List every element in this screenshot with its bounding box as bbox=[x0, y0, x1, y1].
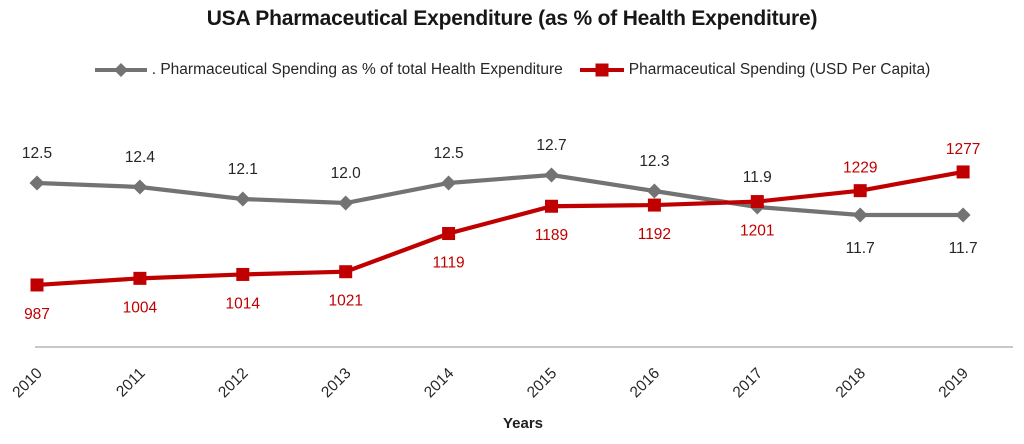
diamond-marker bbox=[235, 191, 251, 207]
legend-item-usd: Pharmaceutical Spending (USD Per Capita) bbox=[579, 61, 931, 79]
legend-label-percent: . Pharmaceutical Spending as % of total … bbox=[151, 61, 563, 78]
x-axis-tick-label: 2014 bbox=[421, 365, 458, 402]
diamond-marker bbox=[646, 183, 662, 199]
data-label: 12.4 bbox=[125, 149, 156, 166]
data-label: 1021 bbox=[328, 293, 362, 310]
data-label: 12.7 bbox=[536, 137, 566, 154]
series-line-usd bbox=[36, 169, 964, 288]
diamond-marker bbox=[852, 207, 868, 223]
x-axis-title: Years bbox=[502, 415, 544, 432]
data-label: 12.0 bbox=[331, 165, 362, 182]
data-label: 987 bbox=[24, 306, 50, 323]
data-label: 1004 bbox=[123, 299, 158, 316]
data-label: 11.9 bbox=[743, 169, 772, 186]
data-label: 1229 bbox=[843, 160, 877, 177]
square-marker bbox=[956, 165, 970, 179]
data-label: 11.7 bbox=[846, 240, 875, 257]
square-marker bbox=[545, 199, 558, 213]
legend-item-percent: . Pharmaceutical Spending as % of total … bbox=[94, 61, 563, 79]
data-label: 1201 bbox=[740, 223, 774, 240]
data-label: 12.1 bbox=[228, 161, 258, 178]
square-line-legend-icon bbox=[579, 63, 624, 77]
series-line-percent bbox=[36, 172, 964, 218]
x-axis-tick-label: 2019 bbox=[936, 365, 972, 401]
legend: . Pharmaceutical Spending as % of total … bbox=[0, 61, 1024, 79]
chart-title: USA Pharmaceutical Expenditure (as % of … bbox=[206, 7, 818, 30]
data-label: 1277 bbox=[946, 141, 980, 158]
diamond-marker bbox=[132, 179, 148, 195]
data-label: 11.7 bbox=[949, 240, 978, 257]
x-axis-tick-label: 2018 bbox=[833, 365, 869, 401]
x-axis-tick-label: 2015 bbox=[524, 365, 560, 401]
data-label: 1119 bbox=[433, 255, 465, 272]
diamond-marker bbox=[338, 195, 354, 211]
x-axis-tick-label: 2016 bbox=[627, 365, 663, 401]
legend-label-usd: Pharmaceutical Spending (USD Per Capita) bbox=[628, 61, 931, 78]
diamond-marker bbox=[544, 167, 559, 183]
square-marker bbox=[750, 195, 764, 209]
diamond-line-legend-icon bbox=[94, 63, 147, 77]
x-axis-tick-label: 2011 bbox=[113, 365, 149, 401]
data-label: 12.5 bbox=[22, 145, 52, 162]
diamond-marker bbox=[955, 207, 971, 223]
square-marker bbox=[236, 267, 250, 281]
square-marker bbox=[30, 278, 44, 292]
x-axis-tick-label: 2013 bbox=[318, 365, 354, 401]
diamond-marker bbox=[441, 175, 457, 191]
diamond-marker bbox=[29, 175, 45, 191]
data-label: 1189 bbox=[535, 227, 568, 244]
x-axis-tick-label: 2012 bbox=[215, 365, 251, 401]
square-marker bbox=[339, 265, 353, 279]
data-label: 12.5 bbox=[434, 145, 464, 162]
square-marker bbox=[133, 271, 147, 285]
square-marker bbox=[647, 198, 661, 212]
data-label: 12.3 bbox=[639, 153, 669, 170]
data-label: 1014 bbox=[226, 295, 261, 312]
data-label: 1192 bbox=[638, 226, 671, 243]
x-axis-tick-label: 2017 bbox=[730, 365, 766, 401]
square-marker bbox=[853, 184, 867, 198]
square-marker bbox=[442, 227, 456, 241]
x-axis-tick-label: 2010 bbox=[9, 365, 46, 402]
